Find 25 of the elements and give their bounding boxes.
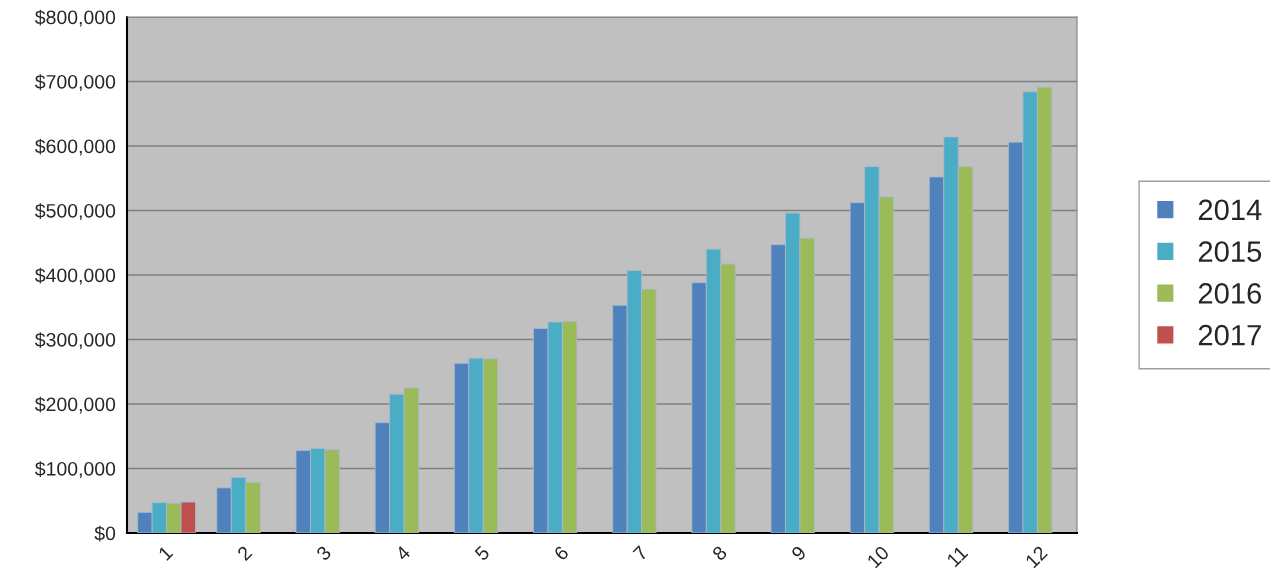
y-tick-label: $800,000 [35, 9, 116, 27]
x-tick-label: 8 [711, 545, 728, 562]
y-tick-label: $600,000 [35, 138, 116, 156]
x-tick-label: 4 [394, 545, 412, 562]
x-tick-label: 7 [632, 545, 649, 562]
legend-label: 2014 [1198, 199, 1262, 221]
legend-label: 2015 [1198, 241, 1262, 262]
legend-label: 2017 [1198, 324, 1261, 346]
y-tick-label: $700,000 [35, 74, 116, 92]
x-tick-label: 2 [236, 545, 253, 562]
y-tick-label: $100,000 [35, 461, 116, 479]
x-tick-label: 5 [474, 545, 491, 562]
y-tick-label: $300,000 [35, 332, 116, 350]
x-tick-label: 3 [315, 545, 332, 562]
y-tick-label: $0 [94, 525, 116, 542]
x-tick-label: 9 [790, 545, 807, 562]
x-tick-label: 11 [946, 545, 969, 568]
x-tick-label: 12 [1024, 545, 1048, 569]
x-tick-label: 10 [866, 545, 890, 569]
x-tick-label: 6 [553, 545, 570, 562]
y-tick-label: $200,000 [35, 396, 116, 414]
y-tick-label: $400,000 [35, 267, 116, 285]
x-tick-label: 1 [157, 545, 174, 561]
y-tick-label: $500,000 [35, 203, 116, 221]
legend-label: 2016 [1198, 283, 1262, 304]
